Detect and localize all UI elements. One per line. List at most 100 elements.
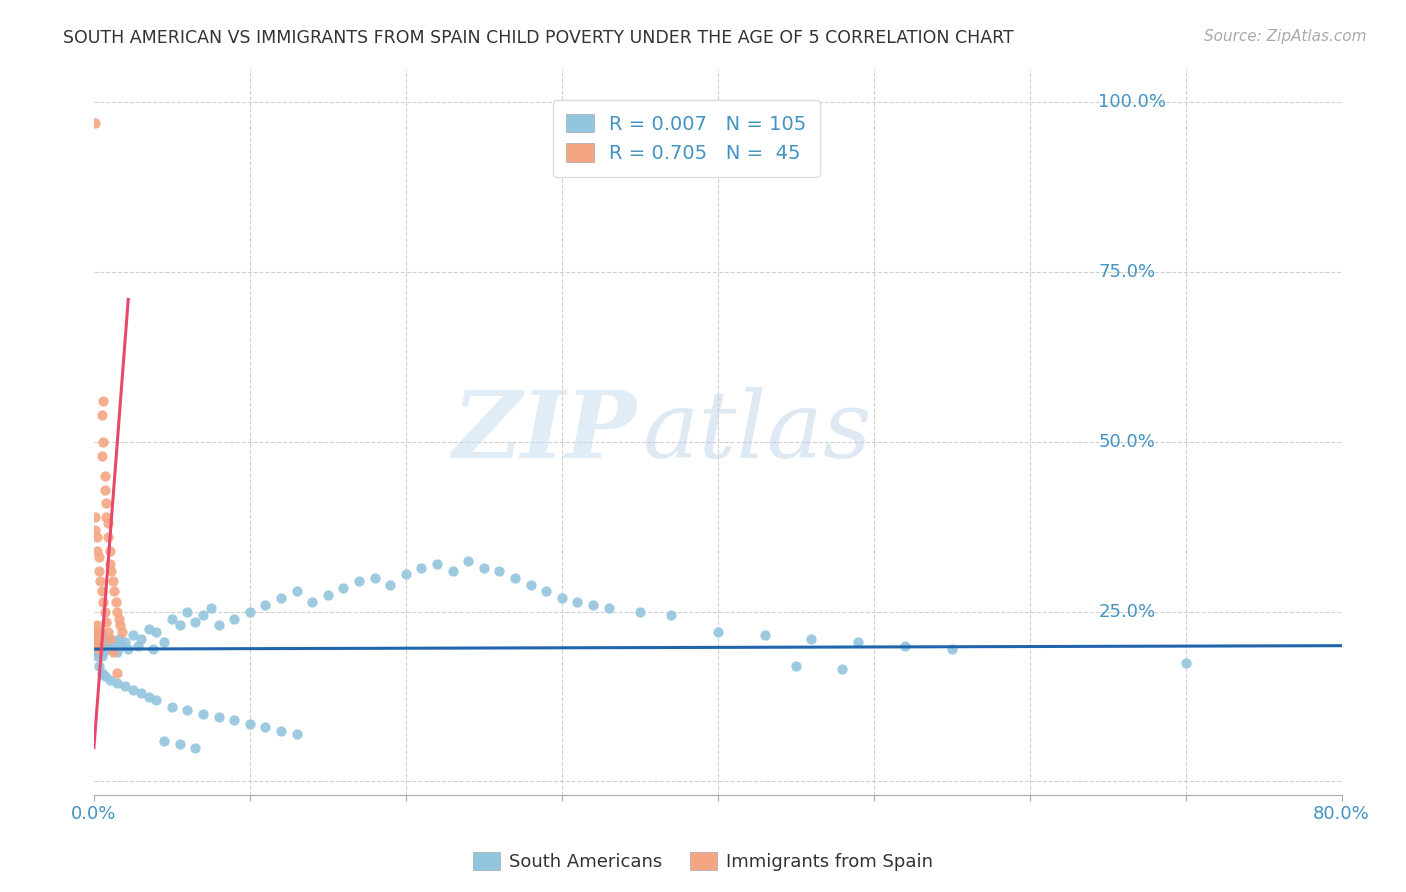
Point xyxy=(1174,656,1197,670)
Text: 100.0%: 100.0% xyxy=(1098,94,1166,112)
Point xyxy=(90,449,112,463)
Point xyxy=(94,469,117,483)
Point xyxy=(97,635,120,649)
Point xyxy=(86,642,108,657)
Point xyxy=(101,645,124,659)
Point xyxy=(96,509,118,524)
Point xyxy=(488,564,510,578)
Point xyxy=(145,693,167,707)
Point xyxy=(94,642,117,657)
Point xyxy=(104,639,127,653)
Point xyxy=(110,618,132,632)
Point xyxy=(87,635,110,649)
Point xyxy=(754,628,776,642)
Point xyxy=(441,564,464,578)
Point xyxy=(941,642,963,657)
Point xyxy=(129,632,152,646)
Point xyxy=(111,639,134,653)
Point xyxy=(86,648,108,663)
Point xyxy=(184,740,207,755)
Point xyxy=(97,530,120,544)
Point xyxy=(87,564,110,578)
Point xyxy=(86,628,108,642)
Point xyxy=(519,577,541,591)
Point xyxy=(96,639,118,653)
Point xyxy=(285,727,308,741)
Point xyxy=(846,635,869,649)
Point xyxy=(347,574,370,589)
Point xyxy=(94,669,117,683)
Point xyxy=(86,639,108,653)
Point xyxy=(98,632,121,646)
Point xyxy=(114,635,136,649)
Point xyxy=(160,699,183,714)
Point xyxy=(87,632,110,646)
Point xyxy=(87,639,110,653)
Point xyxy=(160,611,183,625)
Point xyxy=(87,550,110,565)
Point xyxy=(84,645,107,659)
Legend: R = 0.007   N = 105, R = 0.705   N =  45: R = 0.007 N = 105, R = 0.705 N = 45 xyxy=(553,100,820,177)
Point xyxy=(270,723,292,738)
Point xyxy=(86,530,108,544)
Point xyxy=(122,682,145,697)
Point xyxy=(86,543,108,558)
Point xyxy=(706,625,728,640)
Point xyxy=(567,594,589,608)
Point xyxy=(84,523,107,537)
Point xyxy=(426,558,449,572)
Point xyxy=(91,632,114,646)
Point xyxy=(94,635,117,649)
Point xyxy=(105,605,128,619)
Point xyxy=(285,584,308,599)
Point xyxy=(184,615,207,629)
Text: ZIP: ZIP xyxy=(453,387,637,477)
Text: 50.0%: 50.0% xyxy=(1098,433,1156,451)
Point xyxy=(363,571,385,585)
Point xyxy=(97,516,120,531)
Point xyxy=(87,659,110,673)
Point xyxy=(380,577,402,591)
Point xyxy=(153,733,176,747)
Point xyxy=(472,560,495,574)
Point xyxy=(534,584,557,599)
Point xyxy=(332,581,354,595)
Point xyxy=(191,608,214,623)
Point xyxy=(239,716,262,731)
Point xyxy=(127,639,149,653)
Point xyxy=(316,588,339,602)
Point xyxy=(208,618,231,632)
Point xyxy=(598,601,620,615)
Point xyxy=(457,554,479,568)
Point xyxy=(224,714,246,728)
Point xyxy=(89,635,111,649)
Point xyxy=(270,591,292,606)
Point xyxy=(254,598,277,612)
Point xyxy=(176,703,198,717)
Point xyxy=(86,625,108,640)
Point xyxy=(153,635,176,649)
Point xyxy=(89,632,111,646)
Point xyxy=(191,706,214,721)
Point xyxy=(108,632,131,646)
Text: atlas: atlas xyxy=(643,387,872,477)
Point xyxy=(86,618,108,632)
Point xyxy=(91,434,114,449)
Point xyxy=(145,625,167,640)
Legend: South Americans, Immigrants from Spain: South Americans, Immigrants from Spain xyxy=(465,845,941,879)
Point xyxy=(101,574,124,589)
Point xyxy=(169,737,191,751)
Point xyxy=(114,680,136,694)
Point xyxy=(117,642,139,657)
Point xyxy=(87,642,110,657)
Point xyxy=(659,608,682,623)
Text: Source: ZipAtlas.com: Source: ZipAtlas.com xyxy=(1204,29,1367,44)
Point xyxy=(582,598,605,612)
Point xyxy=(103,584,125,599)
Point xyxy=(91,645,114,659)
Point xyxy=(105,645,128,659)
Point xyxy=(100,639,122,653)
Point xyxy=(103,635,125,649)
Point xyxy=(122,628,145,642)
Point xyxy=(224,611,246,625)
